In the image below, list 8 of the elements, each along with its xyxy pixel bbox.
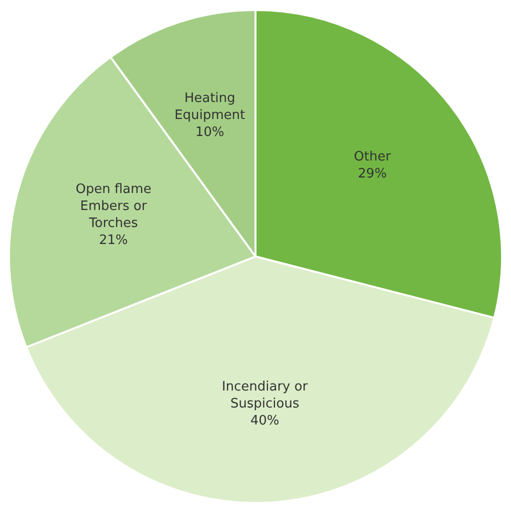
slice-label: Heating Equipment (174, 91, 246, 124)
data-label: 10% (195, 125, 224, 140)
data-label: 40% (250, 413, 280, 428)
slice-label: Open flame Embers or Torches (76, 182, 152, 232)
data-label: 29% (358, 166, 387, 182)
data-label: 21% (99, 233, 128, 248)
slice-label: Other (354, 150, 392, 165)
slice-label: Incendiary or Suspicious (222, 379, 308, 412)
